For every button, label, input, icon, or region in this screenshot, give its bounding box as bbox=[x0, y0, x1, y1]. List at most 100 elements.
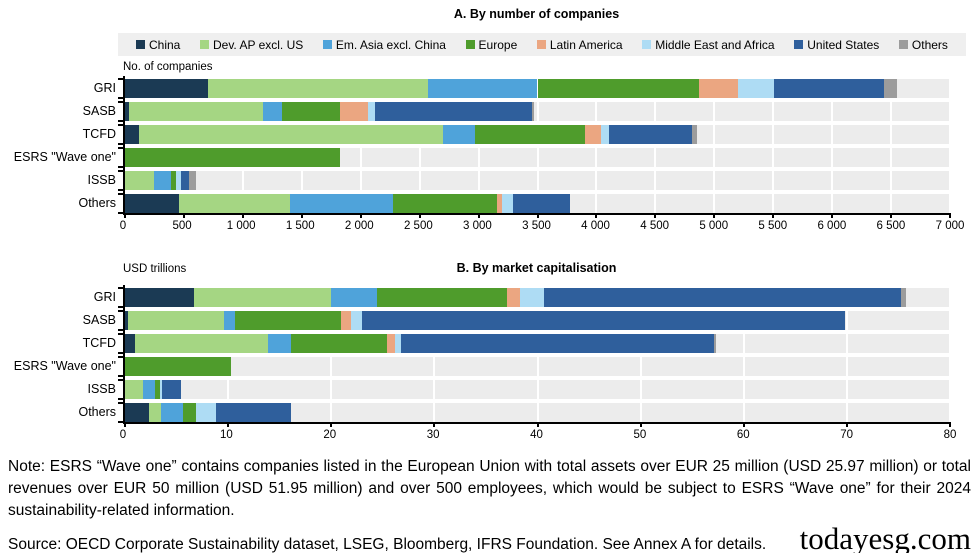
legend-label: Middle East and Africa bbox=[655, 37, 775, 52]
gridline bbox=[949, 76, 951, 213]
bar-segment bbox=[125, 194, 180, 213]
x-tick-label: 4 500 bbox=[640, 220, 670, 232]
bar-segment bbox=[331, 288, 377, 307]
legend-swatch-icon bbox=[199, 40, 209, 49]
bar-segment bbox=[475, 125, 585, 144]
x-tick-label: 7 000 bbox=[935, 220, 965, 232]
y-axis-tick bbox=[118, 421, 123, 423]
y-axis-tick bbox=[118, 166, 123, 168]
bar-segment bbox=[691, 125, 697, 144]
gridline bbox=[536, 76, 539, 213]
x-axis-tick bbox=[595, 213, 598, 218]
footnote: Note: ESRS “Wave one” contains companies… bbox=[8, 456, 971, 553]
bar-segment bbox=[125, 171, 155, 190]
gridline bbox=[182, 76, 185, 213]
category-label: SASB bbox=[82, 104, 116, 118]
x-axis-tick bbox=[949, 213, 951, 218]
y-axis-tick bbox=[118, 379, 123, 381]
legend-label: Em. Asia excl. China bbox=[335, 37, 446, 52]
bar-segment bbox=[224, 311, 236, 330]
panel-a-plot bbox=[118, 76, 951, 218]
x-axis-tick bbox=[890, 213, 893, 218]
y-axis-tick bbox=[118, 78, 123, 80]
bar-segment bbox=[386, 334, 396, 353]
gridline bbox=[713, 76, 716, 213]
gridline bbox=[639, 285, 642, 422]
x-axis-tick bbox=[654, 213, 657, 218]
gridline bbox=[536, 285, 539, 422]
bar-segment bbox=[537, 79, 699, 98]
bar-segment bbox=[215, 403, 292, 422]
bar-segment bbox=[161, 403, 183, 422]
bar-segment bbox=[395, 334, 402, 353]
category-label: ESRS "Wave one" bbox=[13, 150, 116, 164]
x-tick-label: 4 000 bbox=[581, 220, 610, 232]
source-text: Source: OECD Corporate Sustainability da… bbox=[8, 536, 767, 553]
x-tick-label: 1 000 bbox=[226, 220, 256, 232]
bar-segment bbox=[125, 357, 232, 376]
gridline bbox=[890, 76, 893, 213]
gridline bbox=[949, 285, 951, 422]
bar-segment bbox=[291, 334, 387, 353]
panel-b-axis-sublabel: USD trillions bbox=[123, 263, 187, 275]
bar-segment bbox=[281, 102, 340, 121]
x-axis-tick bbox=[182, 213, 185, 218]
category-label: Others bbox=[78, 405, 116, 419]
gridline bbox=[595, 76, 598, 213]
x-axis-tick bbox=[742, 422, 745, 427]
legend-swatch-icon bbox=[794, 40, 804, 49]
y-axis-tick bbox=[118, 212, 123, 214]
bar-segment bbox=[900, 288, 906, 307]
gridline bbox=[772, 76, 775, 213]
bar-segment bbox=[170, 171, 177, 190]
legend-item: United States bbox=[794, 38, 879, 52]
category-label: TCFD bbox=[82, 127, 116, 141]
x-tick-label: 3 500 bbox=[522, 220, 551, 232]
category-label: ISSB bbox=[87, 382, 117, 396]
bar-segment bbox=[139, 125, 443, 144]
bar-segment bbox=[543, 288, 901, 307]
category-label: GRI bbox=[93, 81, 116, 95]
bar-segment bbox=[290, 194, 394, 213]
bar-segment bbox=[235, 311, 341, 330]
legend-label: Others bbox=[911, 37, 948, 52]
bar-segment bbox=[196, 403, 216, 422]
gridline bbox=[227, 285, 230, 422]
bar-segment bbox=[609, 125, 692, 144]
x-tick-label: 30 bbox=[426, 429, 440, 441]
x-tick-label: 80 bbox=[943, 429, 957, 441]
x-tick-label: 6 500 bbox=[876, 220, 906, 232]
bar-segment bbox=[125, 288, 195, 307]
bar-segment bbox=[367, 102, 375, 121]
legend-item: Middle East and Africa bbox=[642, 37, 775, 52]
x-tick-label: 5 500 bbox=[758, 220, 788, 232]
y-axis-tick bbox=[118, 352, 123, 354]
bar-segment bbox=[362, 311, 845, 330]
y-axis-tick bbox=[118, 97, 123, 99]
legend-label: China bbox=[149, 37, 181, 52]
bar-segment bbox=[601, 125, 610, 144]
y-axis-tick bbox=[118, 120, 123, 122]
x-axis-tick bbox=[330, 422, 333, 427]
x-tick-label: 1 500 bbox=[285, 220, 315, 232]
legend-swatch-icon bbox=[536, 40, 546, 49]
bar-segment bbox=[125, 380, 143, 399]
legend-swatch-icon bbox=[642, 40, 652, 49]
x-axis-tick bbox=[124, 422, 126, 427]
x-tick-label: 0 bbox=[119, 220, 127, 232]
legend-swatch-icon bbox=[322, 40, 332, 49]
bar-segment bbox=[519, 288, 544, 307]
bar-segment bbox=[182, 403, 197, 422]
x-axis-tick bbox=[536, 213, 539, 218]
bar-segment bbox=[884, 79, 897, 98]
x-tick-label: 40 bbox=[530, 429, 543, 441]
x-axis-tick bbox=[639, 422, 642, 427]
panel-b-x-axis-labels: 0 10 20 30 40 50 60 70 80 bbox=[0, 429, 979, 443]
x-axis-tick bbox=[536, 422, 539, 427]
category-label: ISSB bbox=[87, 173, 117, 187]
y-axis-tick bbox=[118, 147, 123, 149]
x-tick-label: 2 000 bbox=[344, 220, 374, 232]
y-axis-tick bbox=[118, 402, 123, 404]
bar-segment bbox=[135, 334, 269, 353]
legend-item: Latin America bbox=[536, 38, 623, 52]
